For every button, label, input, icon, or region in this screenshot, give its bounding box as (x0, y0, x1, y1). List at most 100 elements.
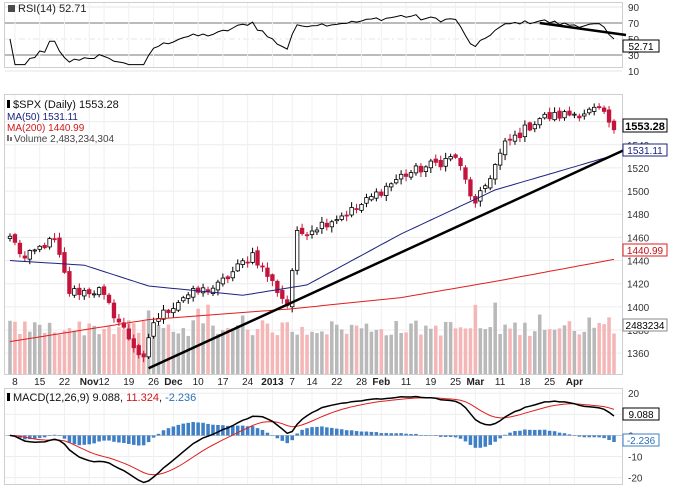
macd-histogram-bar (572, 435, 577, 436)
volume-bar (399, 332, 403, 374)
macd-histogram-bar (344, 430, 349, 436)
price-bar (458, 156, 463, 171)
price-bar-body (547, 112, 552, 120)
volume-bar (409, 323, 413, 374)
price-bar (517, 127, 523, 143)
price-bar (369, 193, 374, 202)
date-tick-label: 24 (242, 377, 254, 388)
price-bar (82, 287, 87, 300)
date-tick-label: 18 (519, 377, 531, 388)
price-bar (497, 148, 503, 170)
date-tick-label: 22 (59, 377, 71, 388)
price-bar-body (374, 191, 379, 199)
volume-bar (310, 331, 314, 374)
price-bar-body (265, 267, 270, 277)
macd-histogram-bar (127, 435, 131, 444)
macd-histogram-bar (379, 433, 384, 436)
price-bar-body (131, 338, 136, 349)
rsi-tick-label: 70 (628, 19, 640, 30)
macd-histogram-bar (394, 433, 398, 436)
price-bar-body (290, 270, 295, 308)
volume-bar (369, 331, 374, 374)
macd-histogram-bar (518, 430, 522, 436)
date-tick-label: 12 (99, 377, 111, 388)
volume-bar (359, 328, 364, 374)
volume-bar (547, 329, 552, 374)
volume-bar (52, 332, 57, 374)
volume-bar (77, 321, 82, 374)
macd-histogram-bar (404, 433, 408, 436)
price-bar-body (210, 287, 216, 294)
macd-histogram-bar (57, 435, 62, 436)
price-bar (255, 246, 260, 269)
ma50-value-badge: 1531.11 (622, 143, 668, 157)
macd-histogram-bar (28, 435, 32, 440)
price-tick-label: 1500 (627, 187, 650, 198)
price-bar-body (428, 160, 433, 169)
price-bar-body (384, 185, 389, 197)
price-bar-body (493, 164, 498, 180)
date-tick-label: 15 (34, 377, 46, 388)
macd-histogram-bar (523, 429, 527, 436)
price-bar (96, 286, 102, 298)
macd-line (9, 395, 615, 484)
volume-bar (161, 327, 166, 374)
macd-histogram-bar (42, 435, 47, 438)
price-bar (389, 182, 394, 192)
volume-bar (72, 330, 77, 374)
price-bar (186, 292, 191, 304)
macd-tick-label: -20 (628, 474, 643, 485)
price-bar-body (146, 337, 151, 358)
price-bar (522, 120, 528, 142)
macd-histogram-bar (181, 423, 186, 436)
price-bar (57, 232, 62, 258)
volume-bar (562, 325, 567, 374)
volume-bar (127, 320, 131, 374)
price-bar-body (304, 234, 310, 237)
volume-bar (42, 332, 47, 374)
price-bar (72, 285, 77, 298)
price-bar-body (527, 122, 533, 131)
volume-legend-icon-2 (10, 137, 12, 141)
price-bar-body (522, 124, 528, 138)
price-tick-label: 1380 (627, 326, 650, 337)
price-bar (225, 275, 231, 284)
price-bar (309, 225, 315, 239)
volume-bar (552, 329, 557, 374)
price-bar-body (339, 215, 344, 220)
price-bar (171, 302, 176, 318)
price-bar-body (230, 271, 235, 279)
price-bar (587, 107, 592, 116)
price-bar (502, 137, 508, 161)
volume-bar (166, 324, 171, 374)
date-tick-label: 8 (12, 377, 18, 388)
price-bar-body (398, 173, 404, 180)
price-bar (250, 247, 255, 265)
price-bar (364, 193, 369, 208)
macd-histogram-bar (171, 426, 176, 436)
indicator-lines (8, 14, 629, 484)
price-bar (52, 232, 57, 243)
price-bar (181, 295, 186, 303)
macd-histogram-bar (547, 430, 552, 436)
price-bar (443, 152, 448, 172)
macd-histogram-bar (122, 435, 126, 443)
price-bar (512, 130, 518, 145)
date-tick-label: Apr (566, 377, 583, 388)
svg-text:1531.11: 1531.11 (627, 146, 663, 157)
macd-histogram-bar (245, 426, 250, 436)
price-bar (314, 227, 320, 236)
price-bar-body (542, 113, 547, 119)
macd-histogram-bar (448, 435, 453, 437)
volume-bar (354, 325, 359, 374)
macd-histogram-bar (231, 425, 235, 436)
price-bar (101, 284, 107, 300)
volume-bar (32, 322, 37, 374)
macd-histogram-bar (250, 426, 255, 436)
price-bar-body (280, 289, 285, 299)
price-bar-body (171, 308, 176, 314)
price-bar (403, 169, 409, 182)
volume-bar (577, 334, 582, 374)
macd-histogram-bar (325, 427, 329, 436)
